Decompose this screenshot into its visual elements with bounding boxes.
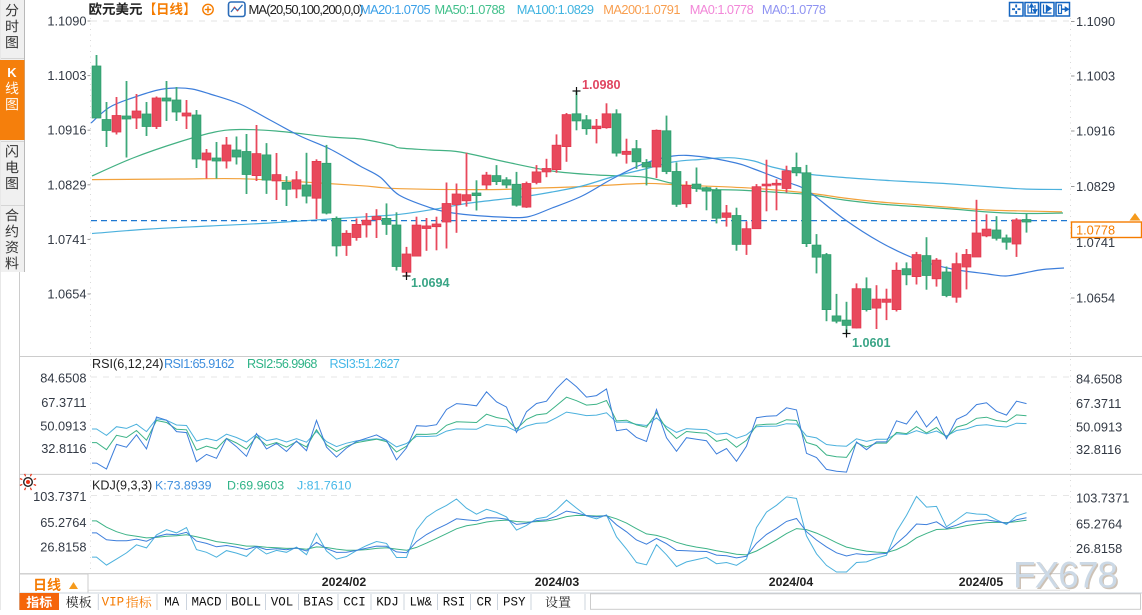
svg-text:1.0778: 1.0778: [1076, 223, 1115, 238]
svg-text:1.1003: 1.1003: [1076, 69, 1115, 84]
svg-text:D:69.9603: D:69.9603: [227, 479, 284, 493]
svg-text:MA0:1.0778: MA0:1.0778: [690, 2, 754, 17]
svg-text:FX678: FX678: [1013, 555, 1117, 596]
svg-text:BOLL: BOLL: [231, 596, 261, 610]
svg-text:1.0916: 1.0916: [47, 123, 86, 138]
svg-text:J:81.7610: J:81.7610: [297, 479, 352, 493]
svg-text:1.1090: 1.1090: [47, 14, 86, 29]
svg-text:1.1090: 1.1090: [1076, 14, 1115, 29]
svg-text:67.3711: 67.3711: [41, 395, 86, 410]
svg-text:1.0741: 1.0741: [47, 232, 86, 247]
svg-text:65.2764: 65.2764: [40, 515, 86, 530]
svg-text:103.7371: 103.7371: [33, 489, 86, 504]
svg-text:MA: MA: [164, 596, 180, 610]
svg-text:1.0741: 1.0741: [1076, 235, 1115, 250]
svg-text:CR: CR: [476, 596, 492, 610]
svg-text:2024/04: 2024/04: [769, 575, 814, 589]
svg-text:MA20:1.0705: MA20:1.0705: [360, 2, 431, 17]
svg-text:2024/02: 2024/02: [322, 575, 367, 589]
svg-text:K: K: [7, 65, 17, 80]
svg-text:KDJ(9,3,3): KDJ(9,3,3): [92, 479, 152, 493]
svg-text:FX678: FX678: [1015, 556, 1119, 597]
svg-text:32.8116: 32.8116: [1076, 442, 1121, 457]
svg-text:CCI: CCI: [343, 596, 366, 610]
svg-text:MA100:1.0829: MA100:1.0829: [517, 2, 594, 17]
svg-text:65.2764: 65.2764: [1076, 517, 1122, 532]
svg-text:RSI1:65.9162: RSI1:65.9162: [164, 357, 234, 371]
svg-text:VOL: VOL: [271, 596, 294, 610]
svg-text:50.0913: 50.0913: [1076, 419, 1122, 434]
svg-text:1.0654: 1.0654: [47, 287, 86, 302]
svg-text:26.8158: 26.8158: [1076, 541, 1122, 556]
svg-text:BIAS: BIAS: [303, 596, 333, 610]
svg-text:LW&: LW&: [409, 596, 432, 610]
svg-text:84.6508: 84.6508: [40, 371, 86, 386]
svg-text:50.0913: 50.0913: [40, 418, 86, 433]
svg-text:RSI: RSI: [443, 596, 466, 610]
svg-text:RSI3:51.2627: RSI3:51.2627: [330, 357, 400, 371]
svg-text:1.0601: 1.0601: [852, 336, 891, 350]
svg-text:PSY: PSY: [503, 596, 526, 610]
svg-text:32.8116: 32.8116: [41, 441, 86, 456]
svg-text:2024/05: 2024/05: [959, 575, 1004, 589]
svg-text:RSI(6,12,24): RSI(6,12,24): [92, 357, 163, 371]
svg-text:MACD: MACD: [191, 596, 221, 610]
svg-text:1.0980: 1.0980: [582, 78, 621, 92]
svg-text:103.7371: 103.7371: [1076, 491, 1129, 506]
svg-text:1.0654: 1.0654: [1076, 291, 1115, 306]
svg-text:26.8158: 26.8158: [40, 539, 86, 554]
svg-text:MA(20,50,100,200,0,0): MA(20,50,100,200,0,0): [249, 2, 364, 17]
svg-text:1.0829: 1.0829: [1076, 179, 1115, 194]
svg-text:MA0:1.0778: MA0:1.0778: [762, 2, 826, 17]
svg-text:84.6508: 84.6508: [1076, 372, 1122, 387]
svg-text:VIP: VIP: [102, 596, 125, 610]
svg-text:KDJ: KDJ: [376, 596, 399, 610]
svg-text:67.3711: 67.3711: [1076, 396, 1121, 411]
svg-text:2024/03: 2024/03: [535, 575, 580, 589]
svg-text:1.0829: 1.0829: [47, 177, 86, 192]
svg-text:K:73.8939: K:73.8939: [155, 479, 212, 493]
svg-text:1.0916: 1.0916: [1076, 124, 1115, 139]
svg-text:MA200:1.0791: MA200:1.0791: [603, 2, 680, 17]
svg-text:1.0694: 1.0694: [411, 276, 450, 290]
svg-text:MA50:1.0788: MA50:1.0788: [435, 2, 506, 17]
svg-text:RSI2:56.9968: RSI2:56.9968: [247, 357, 317, 371]
svg-text:1.1003: 1.1003: [47, 68, 86, 83]
